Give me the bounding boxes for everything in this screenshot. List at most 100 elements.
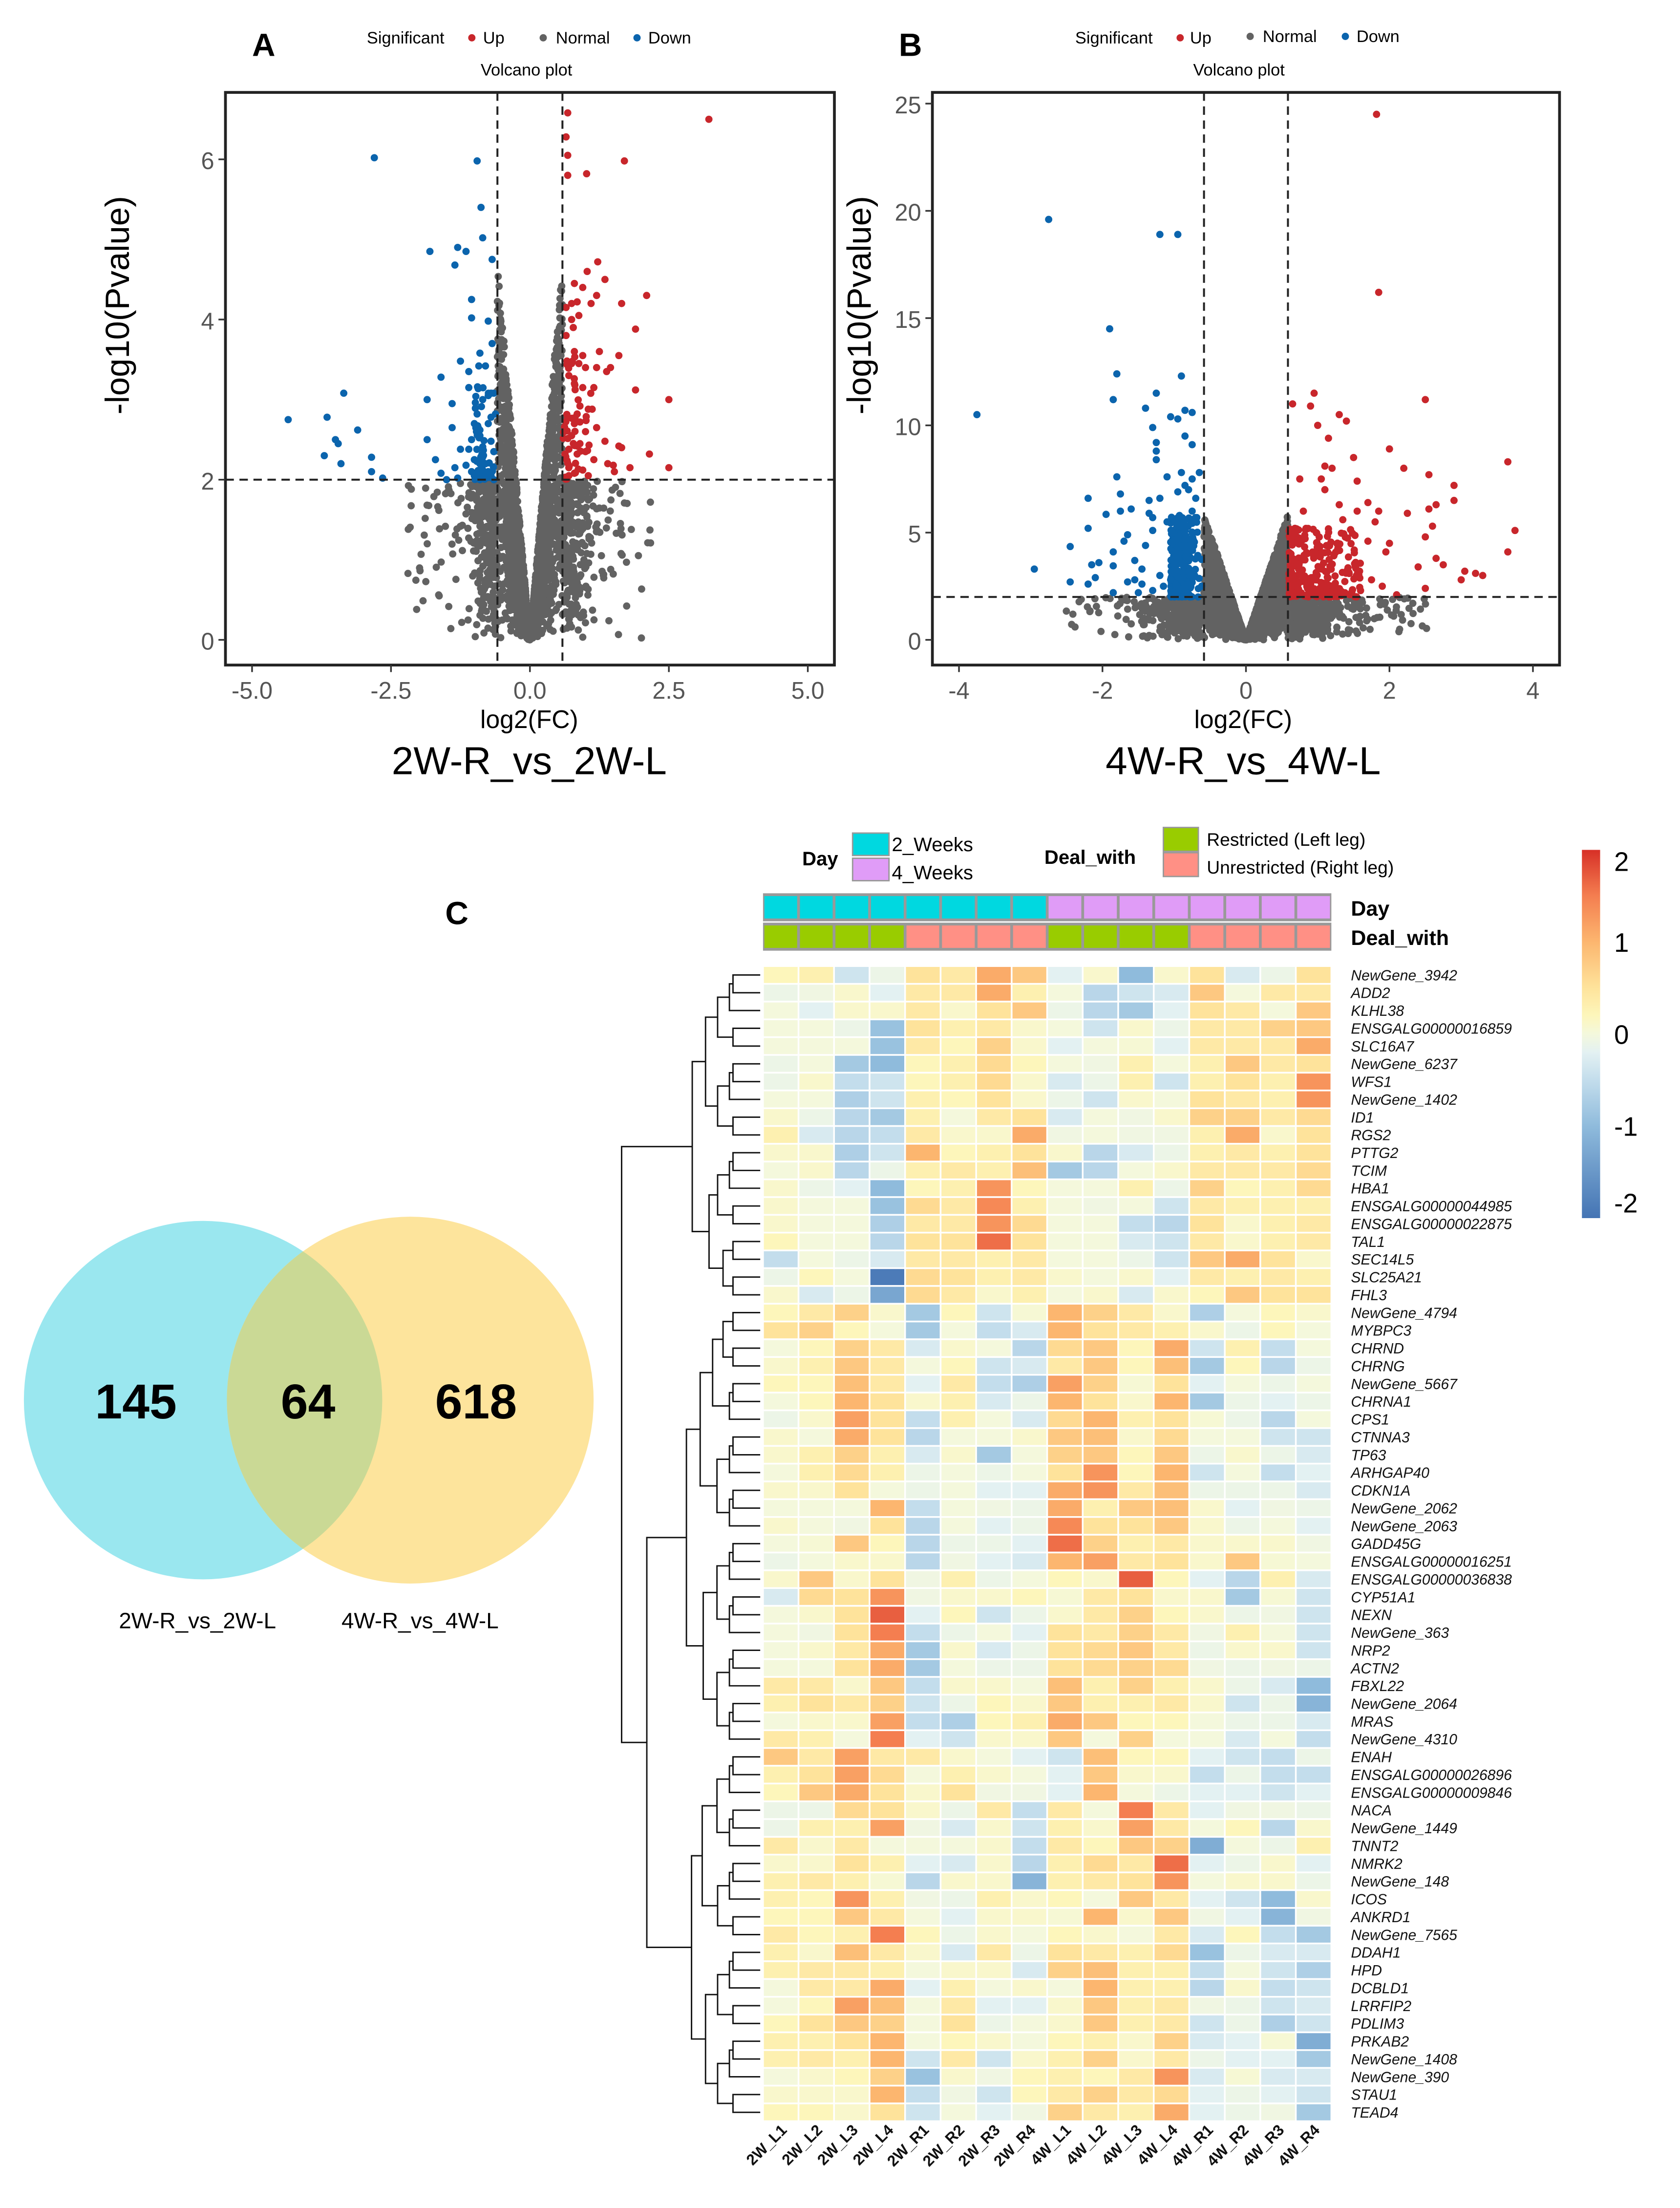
normal-point [618,531,626,539]
down-point [332,436,340,444]
normal-point [1114,612,1122,620]
normal-point [476,567,484,575]
up-point [574,450,581,458]
x-tick-label: 0.0 [513,678,547,704]
normal-point [544,463,552,471]
normal-point [500,351,508,359]
normal-point [615,631,622,639]
down-point [479,234,487,242]
down-point [451,261,459,269]
up-point [571,420,578,428]
normal-point [413,605,421,613]
down-point [354,426,362,434]
normal-point [548,403,555,410]
normal-point [407,485,415,493]
normal-point [437,558,445,566]
normal-point [484,493,492,500]
normal-point [554,453,562,461]
normal-point [1063,607,1070,615]
normal-point [537,527,545,535]
normal-point [551,580,558,588]
normal-point [451,531,459,539]
down-point [482,362,489,370]
down-point [337,460,345,468]
normal-point [477,512,485,520]
normal-point [587,550,595,558]
normal-point [502,377,510,385]
normal-point [424,540,431,548]
down-point [479,443,487,450]
normal-point [421,514,429,522]
normal-point [1381,600,1388,608]
y-axis-title: -log10(Pvalue) [99,196,136,414]
down-point [480,451,488,459]
normal-point [458,521,466,529]
normal-point [422,578,430,585]
down-point [474,385,482,392]
normal-point [481,579,489,587]
normal-point [543,502,551,510]
normal-point [545,495,553,503]
up-point [582,364,589,371]
normal-point [468,515,476,523]
normal-point [474,597,482,605]
down-point [470,472,478,479]
normal-point [507,491,515,498]
normal-point [1362,604,1370,612]
normal-point [600,574,608,582]
normal-point [483,559,490,567]
down-point [470,420,478,428]
normal-point [407,502,415,510]
down-point [320,452,328,460]
down-point [457,446,465,453]
normal-point [547,534,555,541]
normal-point [1092,602,1100,610]
normal-point [475,540,483,548]
normal-point [534,545,542,553]
panel-label-a: A [252,27,276,63]
normal-point [499,458,507,466]
normal-point [1409,610,1417,618]
normal-point [462,510,470,518]
normal-point [546,562,554,570]
normal-point [501,487,509,494]
down-point [473,410,481,418]
legend-down-dot [633,34,641,42]
normal-point [1366,625,1374,633]
down-point [479,466,487,474]
up-point [571,353,579,361]
normal-point [554,396,562,404]
normal-point [489,626,497,634]
normal-point [551,424,559,431]
normal-point [464,616,472,624]
normal-point [597,552,605,559]
normal-point [616,490,624,497]
up-point [579,466,587,474]
normal-point [578,539,586,546]
normal-point [540,545,548,553]
up-point [632,325,639,333]
normal-point [576,614,584,622]
up-point [562,332,570,340]
up-point [583,170,591,178]
normal-point [579,633,587,641]
normal-point [545,590,553,598]
down-point [470,456,478,464]
down-point [485,392,492,400]
normal-point [474,557,482,565]
normal-point [647,539,655,547]
normal-point [504,578,512,586]
normal-point [499,594,507,602]
up-point [618,300,625,307]
down-point [478,403,485,410]
down-point [340,389,348,397]
normal-point [574,626,582,634]
normal-point [507,530,514,538]
up-point [574,298,581,306]
normal-point [507,627,515,635]
up-point [593,292,600,300]
down-point [477,203,485,211]
normal-point [467,537,475,545]
down-point [468,436,475,444]
